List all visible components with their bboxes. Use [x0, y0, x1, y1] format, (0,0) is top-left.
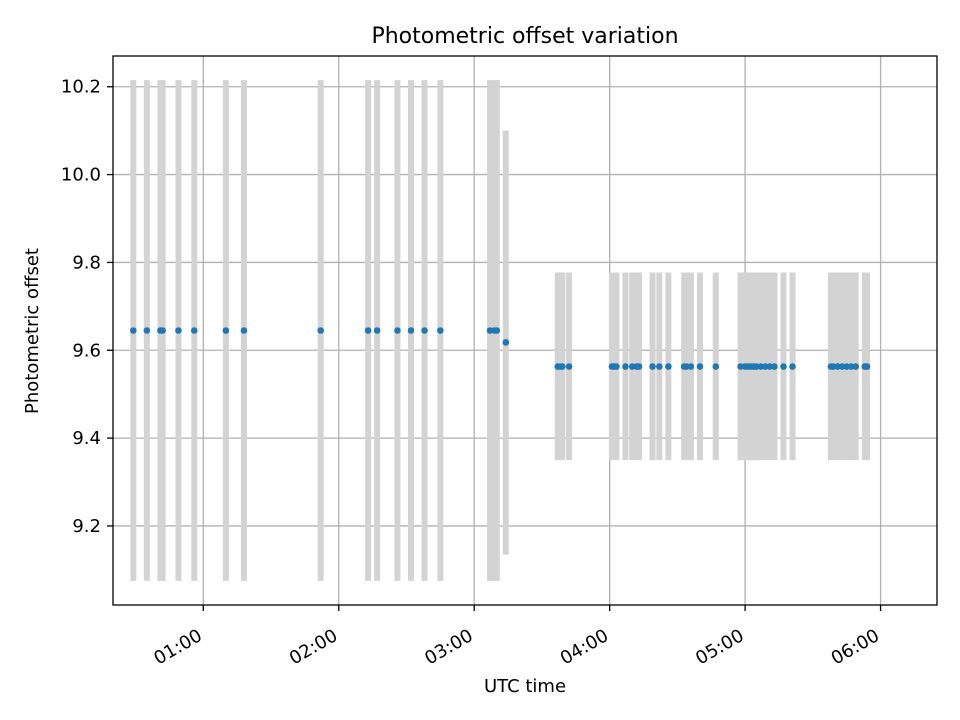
data-point — [687, 363, 695, 370]
data-point — [130, 327, 137, 334]
x-tick-label: 01:00 — [150, 625, 205, 669]
data-point — [683, 363, 690, 370]
data-point — [190, 327, 198, 334]
data-point — [737, 363, 744, 370]
y-tick-label: 9.8 — [72, 252, 101, 273]
data-point — [847, 363, 855, 370]
data-point — [789, 363, 796, 370]
data-point — [437, 327, 444, 334]
data-point — [852, 363, 860, 370]
data-point — [696, 363, 704, 370]
data-point — [364, 327, 372, 334]
data-point — [762, 363, 769, 370]
data-point — [394, 327, 401, 334]
data-point — [843, 363, 850, 370]
y-tick-label: 10.0 — [61, 165, 101, 186]
data-point — [665, 363, 672, 370]
data-point — [863, 363, 871, 370]
x-axis: 01:00 02:00 03:00 04:00 05:00 06:00 — [150, 605, 883, 669]
data-points — [130, 327, 871, 370]
data-point — [628, 363, 636, 370]
y-axis-label: Photometric offset — [22, 248, 43, 414]
data-point — [635, 363, 643, 370]
y-tick-label: 10.2 — [61, 77, 101, 98]
data-point — [421, 327, 428, 334]
y-tick-label: 9.4 — [72, 428, 101, 449]
data-point — [622, 363, 629, 370]
x-axis-label: UTC time — [484, 676, 566, 697]
data-point — [834, 363, 841, 370]
plot-frame — [112, 55, 938, 606]
y-axis: 9.2 9.4 9.6 9.8 10.0 10.2 — [61, 77, 113, 537]
x-tick-label: 06:00 — [828, 625, 883, 669]
y-tick-label: 9.6 — [72, 340, 101, 361]
x-tick-label: 03:00 — [421, 625, 476, 669]
data-point — [656, 363, 663, 370]
data-point — [766, 363, 774, 370]
data-point — [780, 363, 787, 370]
data-point — [757, 363, 765, 370]
data-point — [502, 339, 510, 346]
x-tick-label: 04:00 — [557, 625, 612, 669]
data-point — [771, 363, 778, 370]
data-point — [175, 327, 182, 334]
data-point — [240, 327, 248, 334]
data-point — [558, 363, 566, 370]
x-tick-label: 05:00 — [692, 625, 747, 669]
data-point — [613, 363, 620, 370]
chart-title: Photometric offset variation — [371, 24, 678, 49]
x-tick-label: 02:00 — [286, 625, 341, 669]
data-point — [753, 363, 760, 370]
data-point — [373, 327, 381, 334]
data-point — [838, 363, 846, 370]
data-point — [493, 327, 501, 334]
data-point — [486, 327, 494, 334]
data-point — [407, 327, 415, 334]
data-point — [649, 363, 656, 370]
data-point — [712, 363, 720, 370]
y-tick-label: 9.2 — [72, 516, 101, 537]
data-point — [159, 327, 166, 334]
data-point — [222, 327, 230, 334]
data-point — [143, 327, 151, 334]
grid — [113, 56, 937, 605]
data-point — [565, 363, 573, 370]
data-point — [829, 363, 837, 370]
data-point — [317, 327, 324, 334]
